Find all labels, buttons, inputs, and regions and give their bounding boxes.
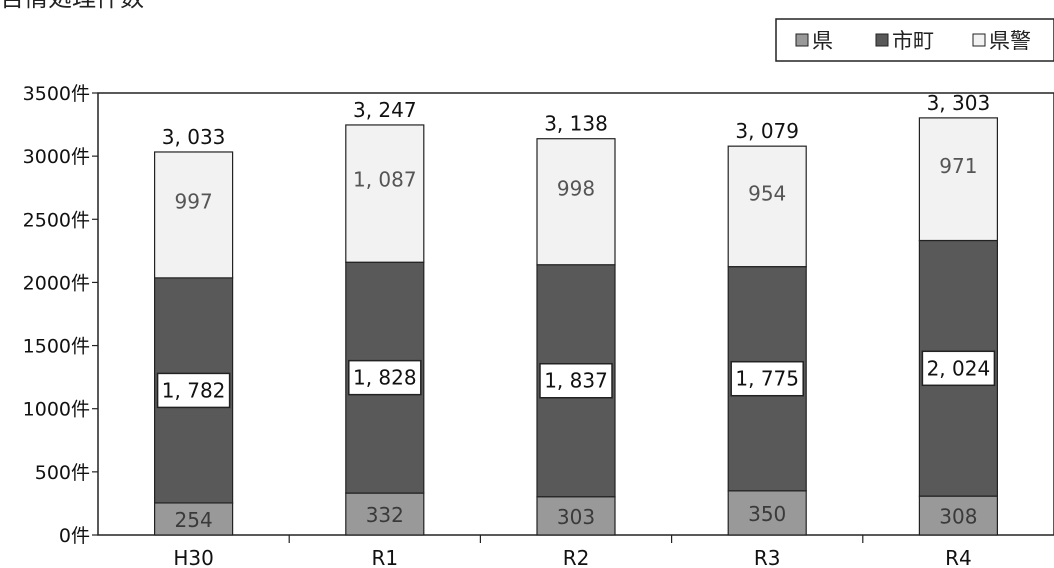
legend-label: 県警: [989, 29, 1031, 53]
data-label: 1, 828: [353, 366, 417, 390]
category-label: R4: [945, 546, 972, 568]
total-label: 3, 247: [353, 98, 417, 122]
bar-segment: [727, 145, 807, 268]
bar-segment: [154, 151, 234, 279]
data-label: 350: [748, 502, 786, 526]
data-label: 303: [557, 505, 595, 529]
data-label: 1, 087: [353, 168, 417, 192]
y-tick-label: 2000件: [23, 272, 90, 294]
data-label: 971: [939, 154, 977, 178]
data-label: 2, 024: [927, 356, 991, 380]
data-label: 954: [748, 181, 786, 205]
category-label: R1: [371, 546, 398, 568]
data-label: 1, 775: [735, 367, 799, 391]
bar-segment: [918, 117, 999, 242]
y-tick-label: 3000件: [23, 146, 90, 168]
bar-segment: [345, 124, 425, 263]
bar-segment: [154, 502, 234, 536]
data-label-box: [348, 359, 422, 396]
data-label-box: [539, 362, 613, 399]
category-label: R2: [563, 546, 590, 568]
legend-swatch: [795, 33, 809, 47]
total-label: 3, 033: [162, 125, 226, 149]
data-label: 308: [939, 505, 977, 529]
bar-segment: [345, 492, 425, 536]
plot-area: 0件 500件 1000件 1500件 2000件 2500件 3000件 3500件 254 1…: [23, 83, 1054, 568]
bar-segment: [727, 490, 807, 536]
total-label: 3, 303: [927, 91, 991, 115]
chart-title: 苦情処理件数: [0, 0, 144, 12]
legend-swatch: [875, 33, 889, 47]
legend-label: 市町: [892, 29, 934, 53]
legend-box: [775, 18, 1054, 62]
y-tick-label: 500件: [35, 462, 90, 484]
legend-swatch: [972, 33, 986, 47]
data-label: 1, 837: [544, 369, 608, 393]
y-tick-label: 3500件: [23, 83, 90, 105]
data-label: 997: [175, 190, 213, 214]
legend-label: 県: [812, 29, 833, 53]
bar-segment: [536, 138, 616, 266]
y-tick-label: 1500件: [23, 336, 90, 358]
y-tick-label: 1000件: [23, 399, 90, 421]
category-label: H30: [173, 546, 214, 568]
data-label-box: [921, 350, 996, 387]
y-tick-label: 0件: [59, 525, 90, 547]
category-label: R3: [754, 546, 781, 568]
legend: 県 市町 県警: [775, 18, 1054, 62]
bar-segment: [918, 495, 999, 536]
y-tick-label: 2500件: [23, 209, 90, 231]
total-label: 3, 079: [735, 119, 799, 143]
data-label: 998: [557, 176, 595, 200]
data-label-box: [156, 372, 231, 409]
data-label-box: [730, 360, 804, 397]
total-label: 3, 138: [544, 112, 608, 136]
data-label: 332: [366, 503, 404, 527]
data-label: 1, 782: [162, 378, 226, 402]
data-label: 254: [175, 508, 213, 532]
